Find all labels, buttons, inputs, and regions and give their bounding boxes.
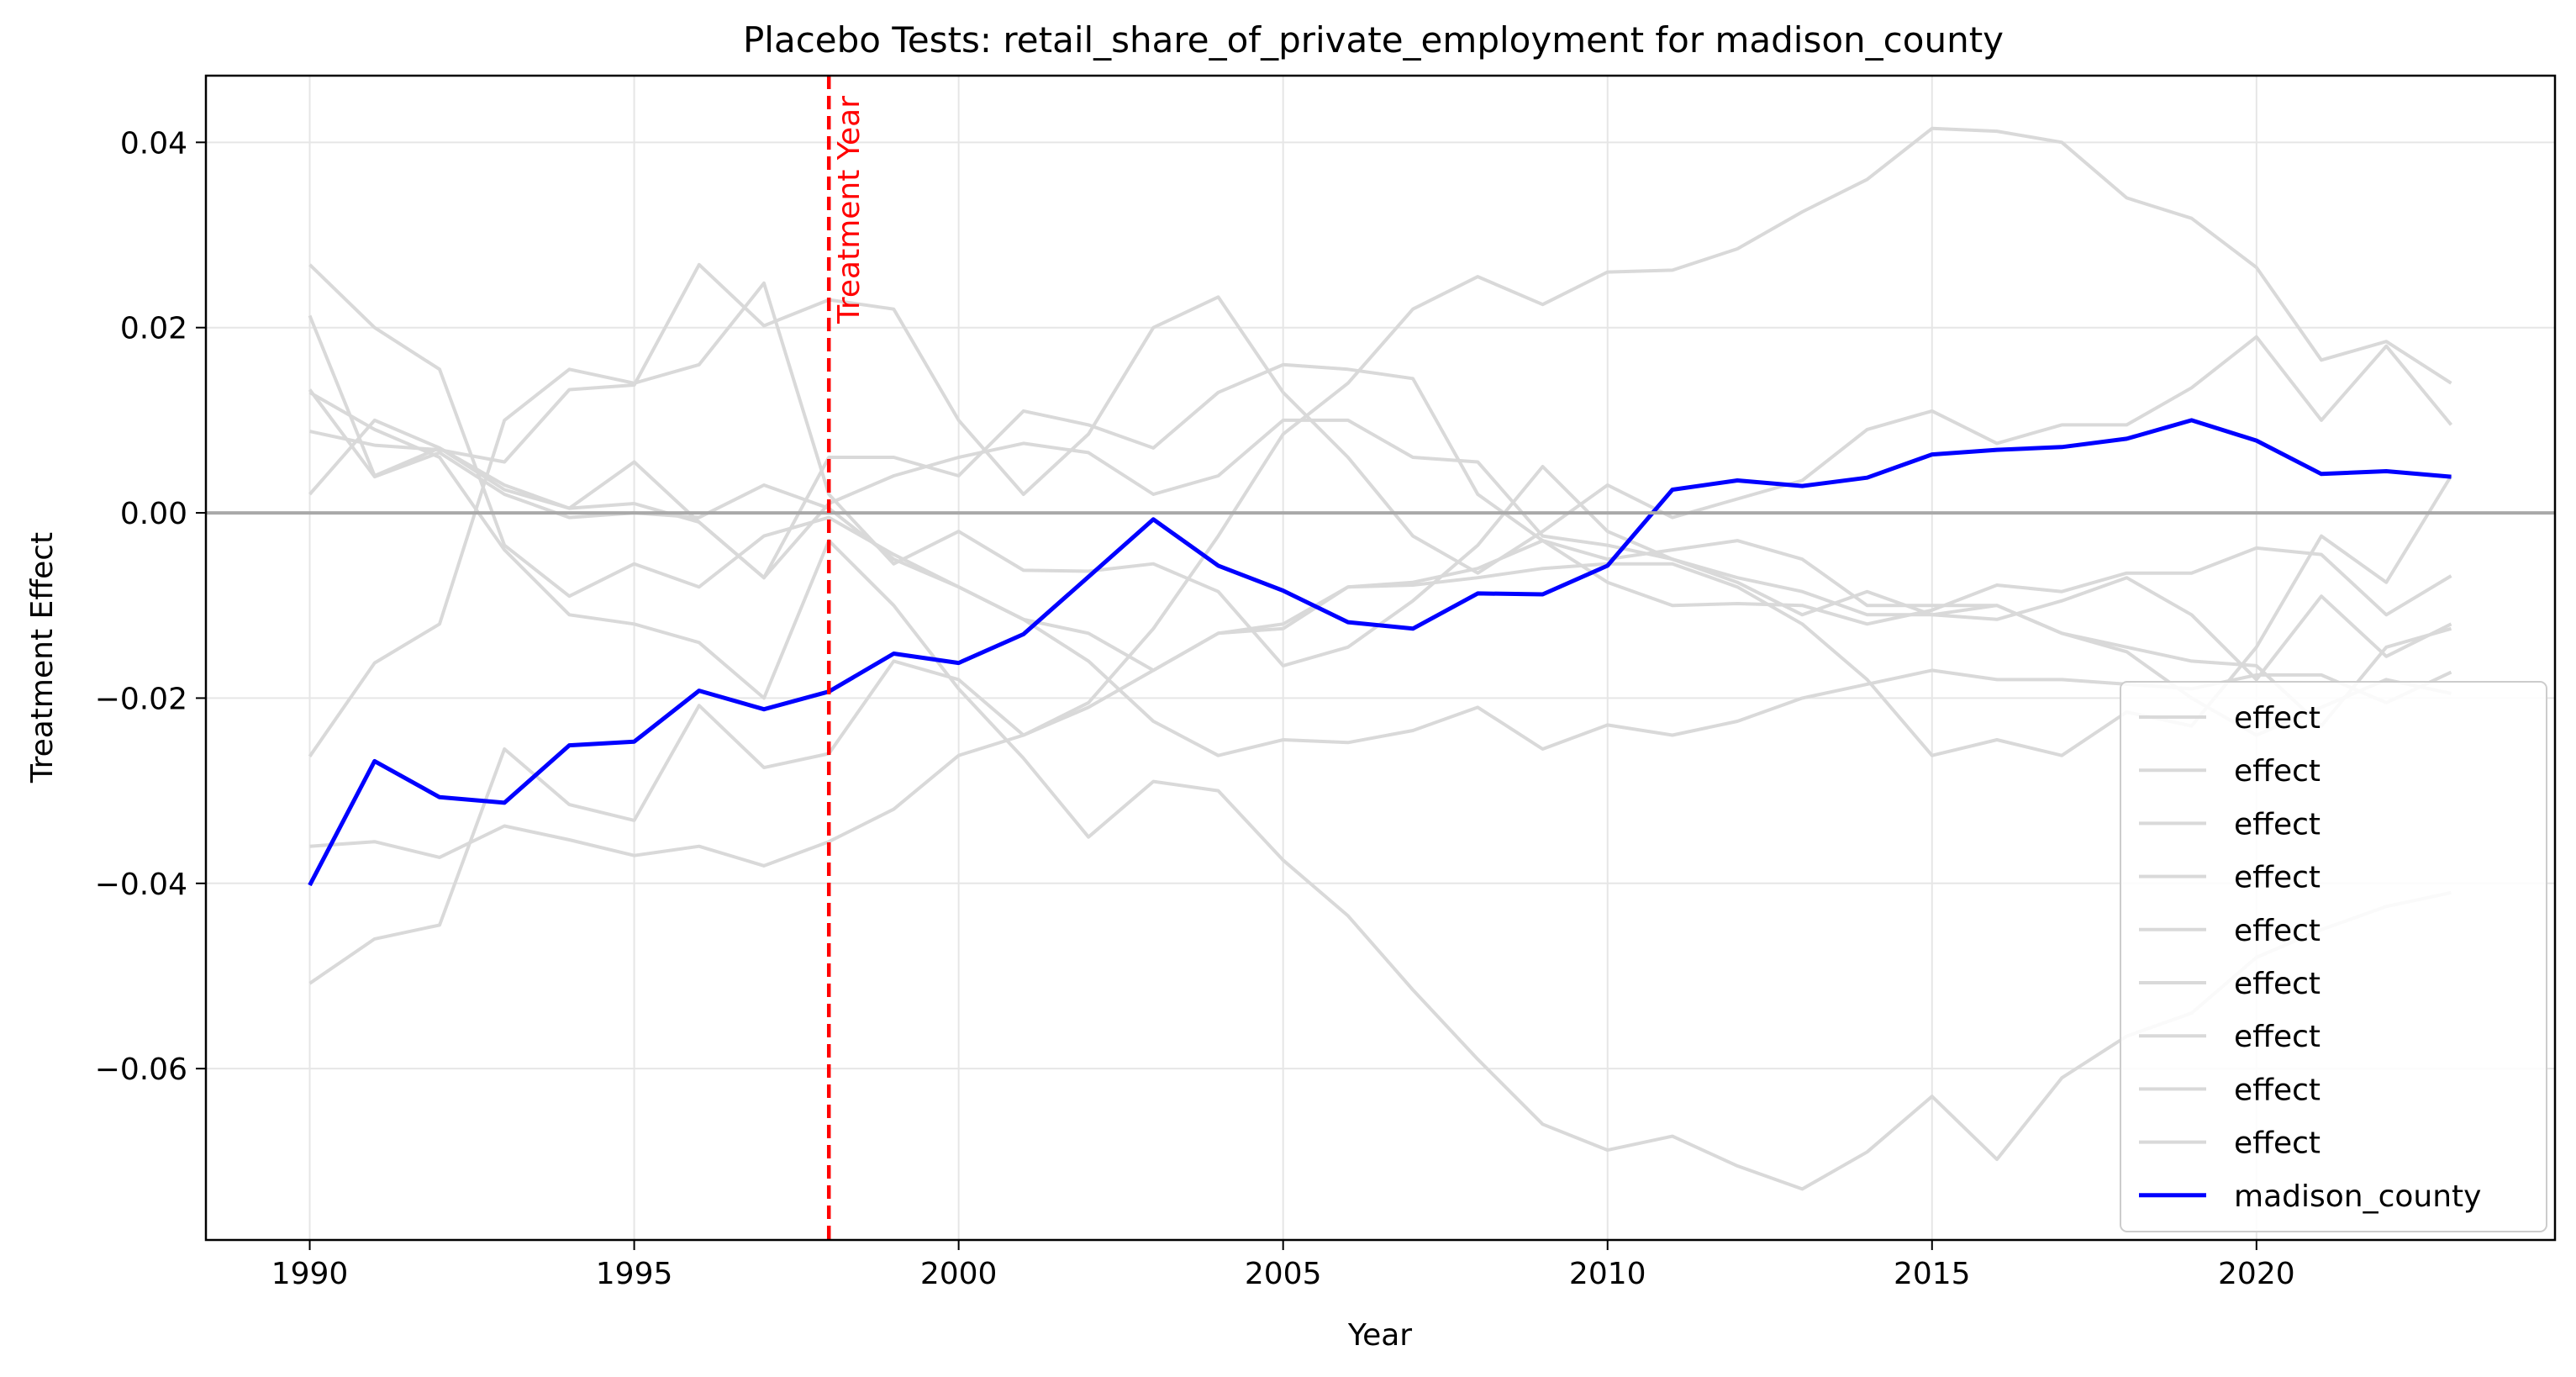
series-line-placebo-effect bbox=[308, 391, 2452, 1191]
x-tick-label: 2010 bbox=[1569, 1257, 1646, 1291]
x-tick-label: 2000 bbox=[920, 1257, 998, 1291]
y-tick-label: −0.04 bbox=[95, 868, 187, 902]
y-tick-label: −0.02 bbox=[95, 682, 187, 716]
y-axis: 0.04 0.02 0.00 −0.02 −0.04 −0.06 bbox=[95, 126, 206, 1087]
y-tick-label: 0.04 bbox=[120, 126, 187, 161]
x-tick-label: 2015 bbox=[1894, 1257, 1971, 1291]
legend-entry-label: effect bbox=[2234, 1020, 2321, 1054]
y-tick-label: 0.02 bbox=[120, 312, 187, 346]
x-tick-label: 1995 bbox=[596, 1257, 673, 1291]
legend-entry-label: madison_county bbox=[2234, 1179, 2481, 1214]
legend-entry-label: effect bbox=[2234, 1073, 2321, 1107]
series-line-placebo-effect bbox=[309, 474, 2453, 868]
x-tick-label: 1990 bbox=[271, 1257, 349, 1291]
legend-entry-label: effect bbox=[2234, 914, 2321, 948]
legend-entry-label: effect bbox=[2234, 701, 2321, 736]
y-tick-label: 0.00 bbox=[120, 497, 187, 531]
legend-entry-label: effect bbox=[2234, 967, 2321, 1001]
series-line-placebo-effect bbox=[308, 388, 2452, 757]
legend: effect effect effect effect effect effect effe… bbox=[2120, 681, 2547, 1232]
series-line-placebo-effect bbox=[309, 262, 2453, 575]
x-tick-label: 2005 bbox=[1245, 1257, 1322, 1291]
reference-lines: Treatment Year bbox=[206, 76, 2555, 1240]
legend-entry-label: effect bbox=[2234, 754, 2321, 789]
legend-entry-label: effect bbox=[2234, 807, 2321, 842]
treatment-year-label: Treatment Year bbox=[832, 96, 867, 324]
chart-title: Placebo Tests: retail_share_of_private_e… bbox=[743, 19, 2004, 61]
x-axis-label: Year bbox=[1347, 1318, 1412, 1353]
legend-box bbox=[2120, 681, 2547, 1232]
series-line-placebo-effect bbox=[308, 126, 2452, 985]
plot-area-frame bbox=[204, 74, 2557, 1242]
x-tick-label: 2020 bbox=[2218, 1257, 2295, 1291]
legend-entry-label: effect bbox=[2234, 1126, 2321, 1161]
legend-entry-label: effect bbox=[2234, 861, 2321, 895]
y-axis-label: Treatment Effect bbox=[25, 532, 60, 783]
series-line-madison-county bbox=[308, 418, 2452, 887]
y-tick-label: −0.06 bbox=[95, 1053, 187, 1087]
series-line-placebo-effect bbox=[308, 362, 2452, 737]
x-axis: 1990 1995 2000 2005 2010 2015 2020 bbox=[271, 1240, 2295, 1291]
